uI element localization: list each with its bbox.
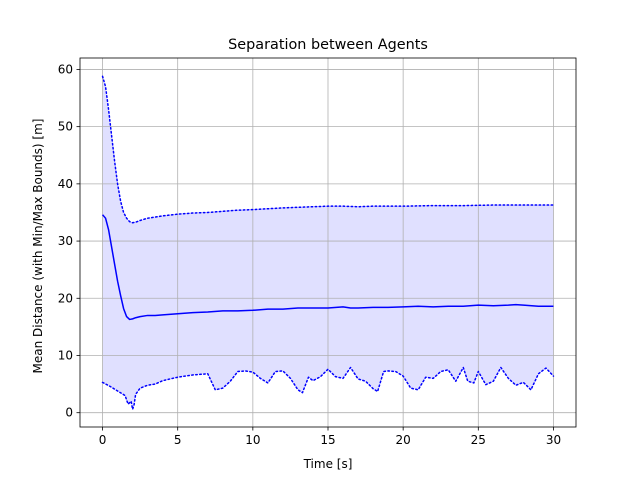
x-tick-label: 10 xyxy=(245,433,260,447)
mean-distance-line xyxy=(101,214,554,321)
x-tick-label: 15 xyxy=(320,433,335,447)
y-tick-label: 60 xyxy=(58,62,73,76)
x-tick-label: 25 xyxy=(471,433,486,447)
y-tick-label: 30 xyxy=(58,234,73,248)
y-tick-label: 50 xyxy=(58,120,73,134)
y-tick-label: 0 xyxy=(65,406,73,420)
y-tick-label: 20 xyxy=(58,291,73,305)
y-tick-label: 40 xyxy=(58,177,73,191)
x-tick-label: 30 xyxy=(546,433,561,447)
x-tick-label: 20 xyxy=(396,433,411,447)
plot-area: 0 5 10 15 20 25 30 0 10 20 30 40 50 60 xyxy=(58,57,577,447)
min-distance-line xyxy=(101,366,555,411)
y-axis-label: Mean Distance (with Min/Max Bounds) [m] xyxy=(31,119,45,374)
x-tick-label: 0 xyxy=(99,433,107,447)
x-axis-label: Time [s] xyxy=(303,457,353,471)
x-tick-label: 5 xyxy=(174,433,182,447)
max-distance-line xyxy=(101,75,555,224)
y-tick-label: 10 xyxy=(58,348,73,362)
chart-title: Separation between Agents xyxy=(228,37,428,53)
